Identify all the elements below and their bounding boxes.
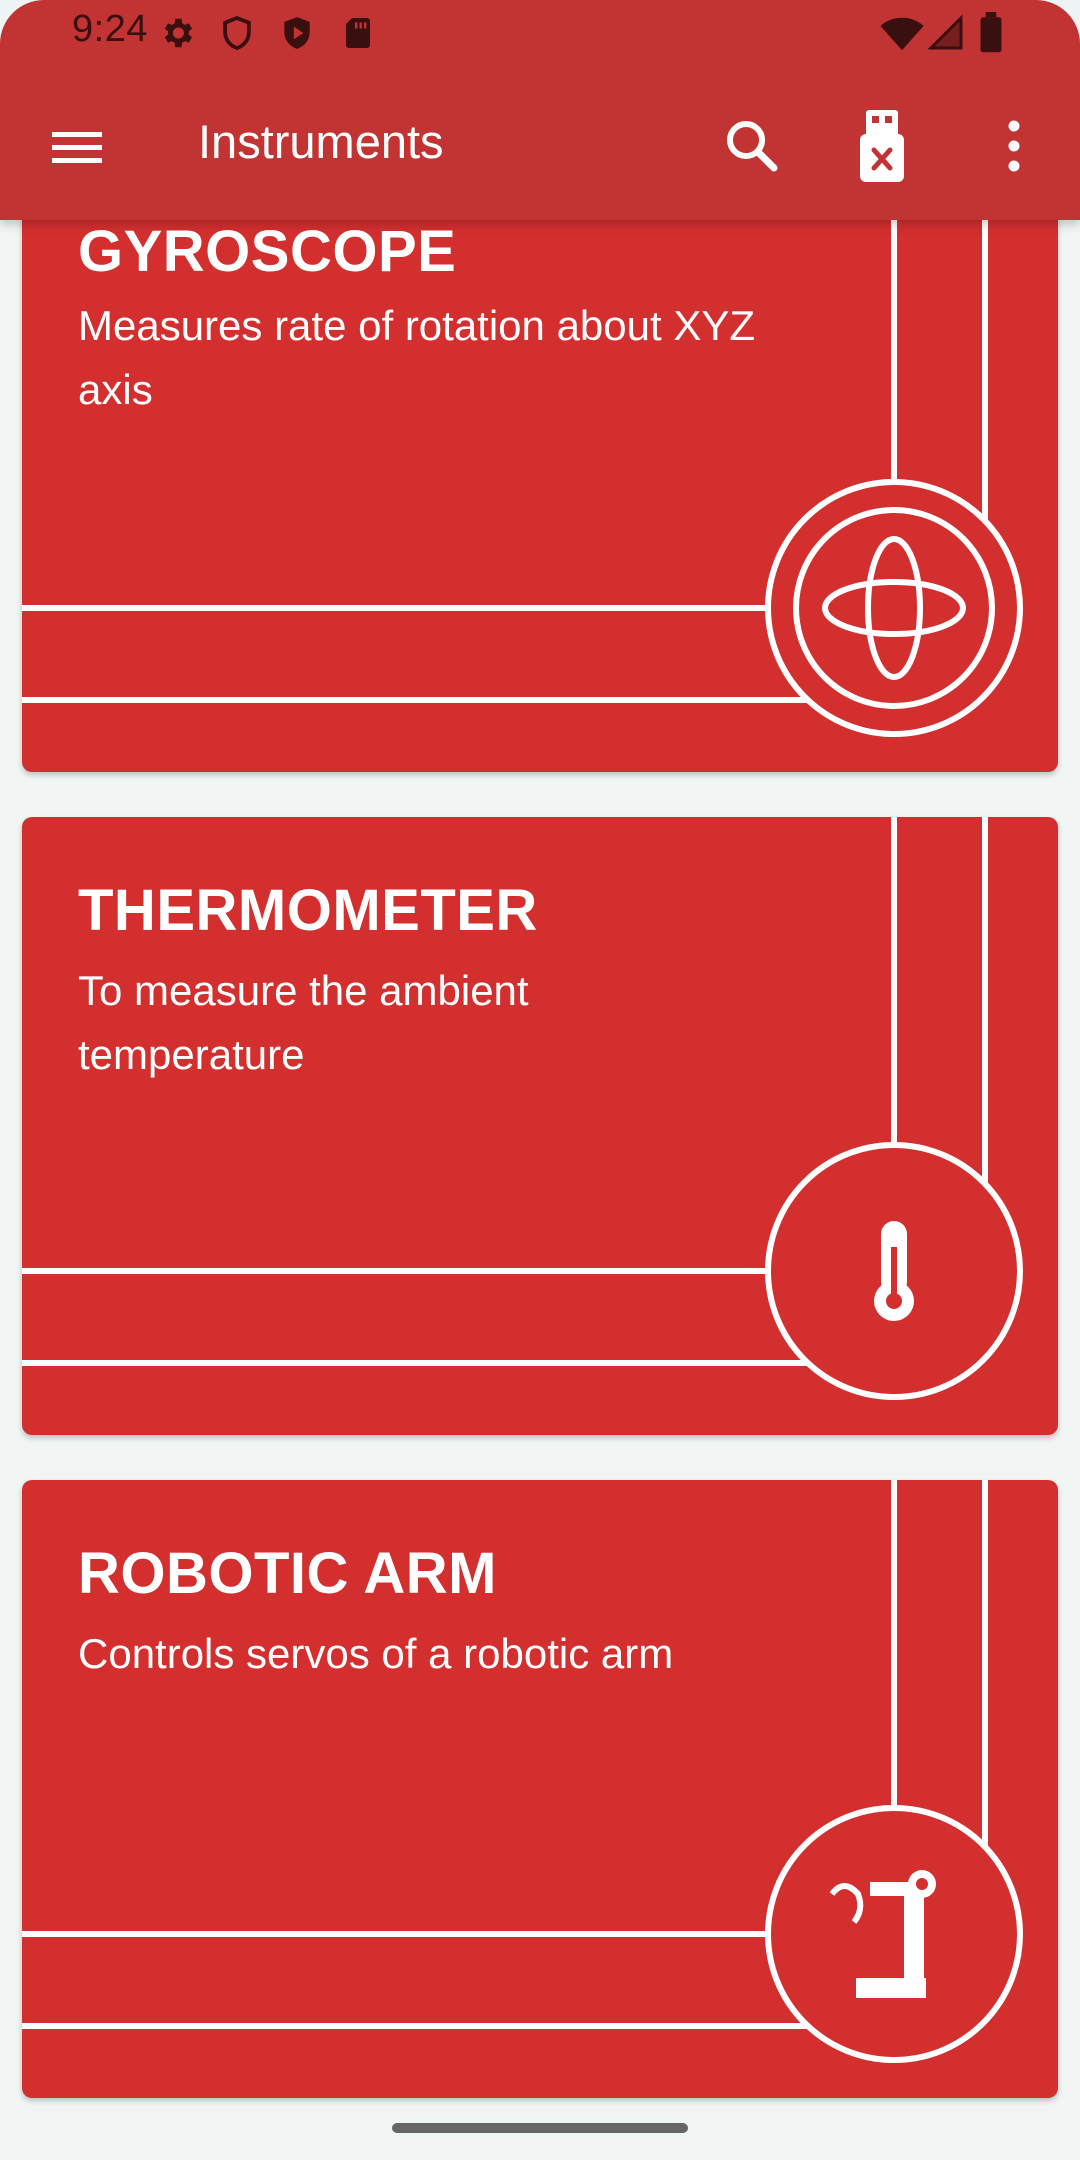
app-bar: 9:24	[0, 0, 1080, 220]
instrument-card-robotic-arm[interactable]: ROBOTIC ARM Controls servos of a robotic…	[22, 1480, 1058, 2098]
search-button[interactable]	[712, 106, 792, 186]
menu-button[interactable]	[36, 108, 116, 188]
gyroscope-icon	[793, 507, 995, 709]
gear-icon	[164, 18, 193, 48]
usb-connection-button[interactable]	[842, 106, 922, 186]
shield-icon	[223, 15, 251, 51]
more-vert-icon	[1008, 120, 1020, 172]
instrument-card-thermometer[interactable]: THERMOMETER To measure the ambient tempe…	[22, 817, 1058, 1435]
card-decoration	[22, 817, 1023, 1400]
card-description: Measures rate of rotation about XYZ axis	[78, 302, 756, 413]
instrument-card-gyroscope[interactable]: GYROSCOPE Measures rate of rotation abou…	[22, 130, 1058, 772]
status-bar: 9:24	[0, 0, 1080, 66]
more-options-button[interactable]	[974, 106, 1054, 186]
play-shield-icon	[284, 17, 310, 49]
usb-disconnected-icon	[860, 110, 904, 182]
wifi-icon	[880, 17, 924, 51]
thermometer-icon	[874, 1221, 914, 1321]
robotic-arm-icon	[829, 1870, 936, 1998]
card-title: THERMOMETER	[78, 878, 538, 943]
card-decoration	[22, 1480, 1023, 2063]
gesture-nav-handle[interactable]	[392, 2123, 688, 2133]
toolbar: Instruments	[0, 66, 1080, 220]
search-icon	[727, 121, 778, 172]
status-time: 9:24	[72, 8, 148, 50]
page-title: Instruments	[198, 115, 444, 168]
menu-icon	[52, 132, 102, 163]
card-title: ROBOTIC ARM	[78, 1541, 497, 1606]
card-title: GYROSCOPE	[78, 219, 457, 284]
card-description: Controls servos of a robotic arm	[78, 1630, 674, 1677]
battery-icon	[980, 12, 1002, 53]
signal-icon	[928, 14, 963, 50]
card-description: To measure the ambient temperature	[78, 967, 529, 1078]
sd-card-icon	[346, 18, 370, 48]
